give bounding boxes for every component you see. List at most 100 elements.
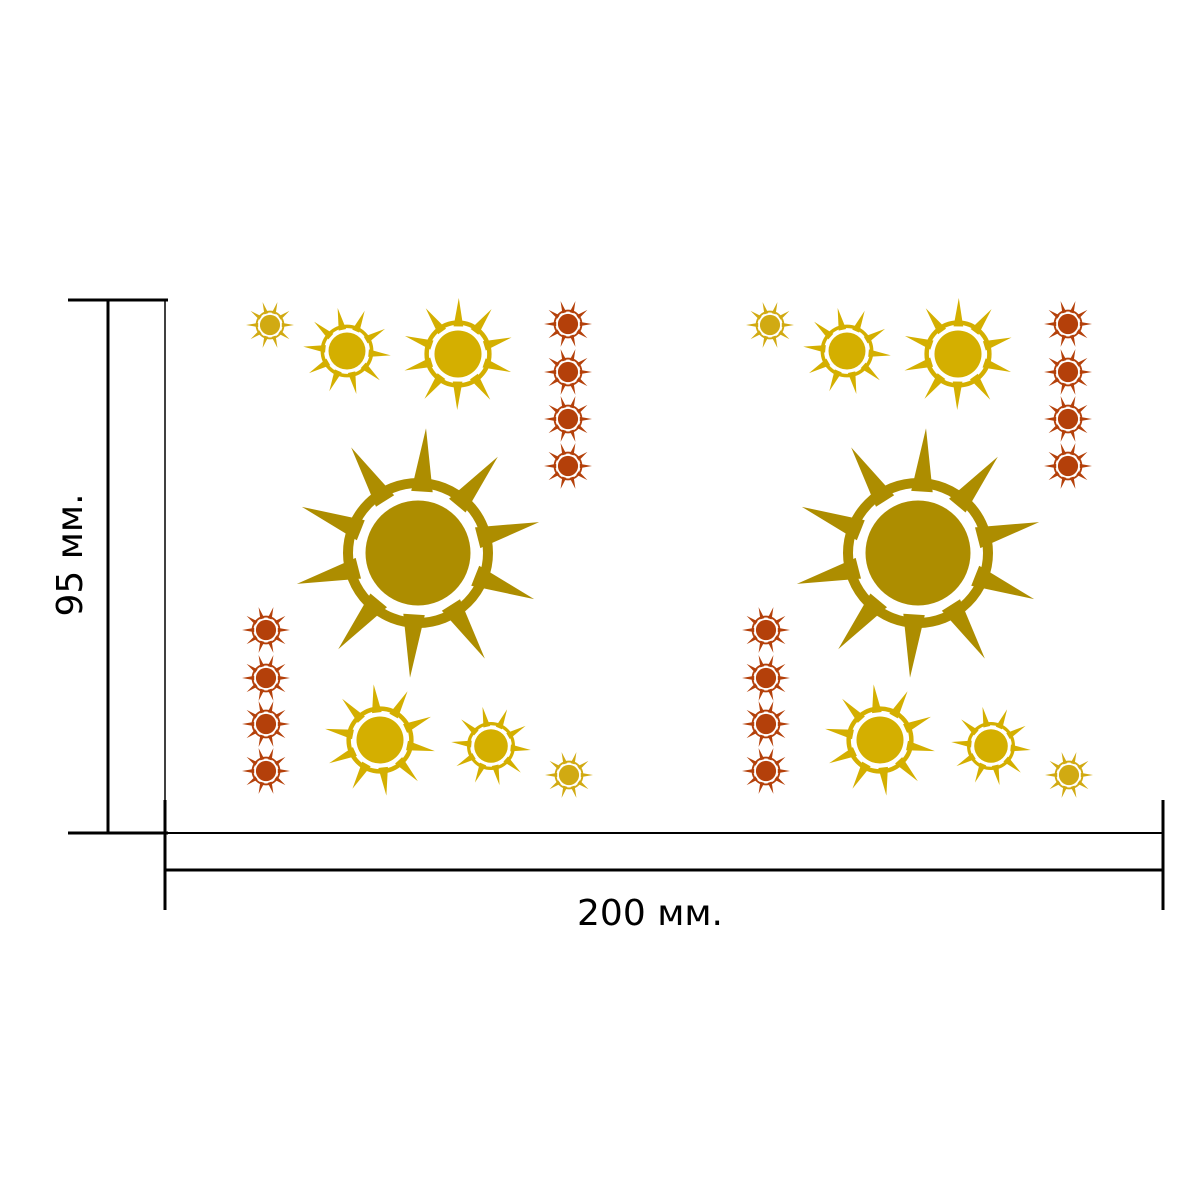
tile-2-sun-top-left-tiny-ray [762,302,769,315]
tile-2-sun-bottom-middle-core [974,729,1008,763]
tile-2-red-sun-top-1-ray [1076,309,1088,319]
tile-1-red-sun-top-4-ray [560,443,567,456]
tile-2-red-sun-top-2-ray [1044,369,1057,375]
tile-1-large-sun-ray [471,565,535,600]
tile-1-sun-top-left-tiny-ray [278,310,290,320]
tile-2-sun-bottom-right-tiny-ray [1080,772,1093,778]
tile-1-sun-top-left-tiny-core [259,314,281,336]
tile-1-sun-top-left-tiny-ray [250,310,262,320]
tile-2-sun-bottom-left-ray [903,716,931,733]
tile-2-sun-bottom-middle-ray [961,719,979,736]
tile-2-sun-bottom-right-tiny-ray [1061,752,1068,765]
tile-2-red-sun-top-1 [1044,301,1092,347]
sun-pattern [242,298,1093,798]
tile-1-red-sun-bottom-3-ray [258,701,265,714]
tile-1-sun-bottom-right-tiny-ray [549,780,561,790]
tile-1-red-sun-top-2-ray [576,357,588,367]
tile-2-sun-bottom-right-tiny [1045,752,1093,798]
tile-1-red-sun-bottom-4-ray [267,748,274,761]
tile-2-red-sun-bottom-2-ray [767,688,774,701]
tile-1-red-sun-bottom-4-core [255,760,277,782]
tile-2-red-sun-bottom-4-ray [777,768,790,774]
tile-1-red-sun-top-2-ray [560,349,567,362]
tile-2-sun-top-left-tiny-ray [771,335,778,348]
tile-1-sun-bottom-middle-ray [456,752,476,767]
tile-2-red-sun-bottom-1-ray [774,635,786,645]
tile-1-red-sun-bottom-1-ray [246,615,258,625]
tile-1-red-sun-top-1-ray [548,309,560,319]
tile-1-sun-top-middle-ray [352,310,365,333]
tile-1-red-sun-bottom-3-ray [258,734,265,747]
tile-2-red-sun-bottom-1-ray [758,640,765,653]
tile-1-red-sun-bottom-4-ray [242,768,255,774]
tile-1-sun-top-left-tiny-ray [278,330,290,340]
tile-2-sun-bottom-middle [951,706,1031,786]
tile-1-sun-bottom-middle-ray [491,764,500,786]
tile-2-red-sun-top-2-ray [1076,357,1088,367]
tile-2-red-sun-bottom-1-ray [767,640,774,653]
tile-2-red-sun-top-1-core [1057,313,1079,335]
tile-1-red-sun-bottom-2-ray [258,688,265,701]
tile-2-red-sun-top-1-ray [1044,321,1057,327]
tile-2-red-sun-bottom-4-ray [774,776,786,786]
tile-1-sun-top-middle-ray [360,362,380,381]
tile-2-red-sun-bottom-3-ray [746,709,758,719]
tile-2-red-sun-top-2-core [1057,361,1079,383]
tile-1-sun-bottom-left [325,684,435,796]
tile-2-sun-top-middle-ray [837,308,847,331]
tile-1-large-sun-ray [351,447,395,507]
tile-1-sun-top-middle-core [328,332,366,370]
tile-2-sun-bottom-left-ray [842,698,865,723]
tile-2-sun-bottom-right-tiny-core [1058,764,1080,786]
tile-2-sun-bottom-middle-ray [1010,744,1031,752]
tile-1-red-sun-bottom-1-core [255,619,277,641]
tile-1-red-sun-bottom-2-ray [242,675,255,681]
tile-1-red-sun-bottom-1-ray [258,640,265,653]
tile-1-red-sun-bottom-4-ray [246,756,258,766]
tile-2-red-sun-bottom-3-ray [746,729,758,739]
tile-1-sun-bottom-right-tiny-ray [561,752,568,765]
tile-2-red-sun-bottom-3 [742,701,790,747]
height-dimension [68,298,168,835]
tile-2-red-sun-top-2-ray [1048,377,1060,387]
tile-2-sun-top-right-ray [952,381,963,410]
tile-2-sun-top-right-ray [925,308,947,335]
tile-2-large-sun-ray [903,613,925,678]
tile-1-sun-top-left-tiny-ray [250,330,262,340]
tile-2-red-sun-bottom-2-ray [774,683,786,693]
tile-2-sun-top-middle-ray [803,345,826,353]
tile-1-sun-bottom-left-ray [378,766,388,796]
tile-1-red-sun-top-4-ray [569,476,576,489]
tile-1-red-sun-top-2-ray [579,369,592,375]
tile-1-red-sun-top-1-ray [560,334,567,347]
tile-2-sun-top-middle-ray [868,349,891,357]
tile-2-sun-bottom-right-tiny-ray [1049,780,1061,790]
tile-2-red-sun-top-2-ray [1079,369,1092,375]
tile-2-red-sun-top-4-ray [1076,471,1088,481]
tile-2-red-sun-bottom-3-ray [758,701,765,714]
tile-2-red-sun-bottom-4-ray [742,768,755,774]
tile-1-red-sun-bottom-2-ray [258,655,265,668]
tile-2-large-sun-ray [949,456,998,513]
tile-1-red-sun-top-2-ray [544,369,557,375]
tile-2-sun-bottom-left-ray [878,766,888,796]
tile-2-sun-bottom-right-tiny-ray [1077,780,1089,790]
tile-2-large-sun-ray [941,599,985,659]
tile-1-red-sun-top-3-core [557,408,579,430]
tile-2-red-sun-top-4-ray [1069,443,1076,456]
tile-1-red-sun-top-3-ray [548,424,560,434]
tile-1-red-sun-top-2-core [557,361,579,383]
tile-2-sun-bottom-middle-ray [956,752,976,767]
tile-2-red-sun-top-1-ray [1076,329,1088,339]
tile-2-large-sun-ray [796,557,862,584]
tile-2-red-sun-top-3-ray [1048,404,1060,414]
tile-1-large-sun-ray [441,599,485,659]
tile-1-red-sun-top-1-ray [579,321,592,327]
tile-1-sun-top-left-tiny [246,302,294,348]
tile-2-sun-top-left-tiny-ray [746,322,759,328]
tile-1-sun-top-middle-ray [347,371,357,394]
tile-2-sun-top-right-ray [982,337,1012,351]
tile-2-red-sun-top-1-ray [1060,334,1067,347]
tile-2-red-sun-top-3-core [1057,408,1079,430]
